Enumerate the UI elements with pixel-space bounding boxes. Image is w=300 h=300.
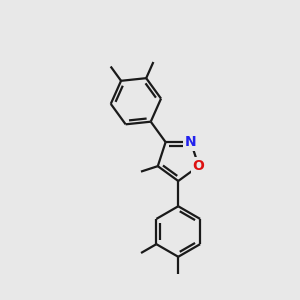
Text: N: N [185,135,197,149]
Text: O: O [193,159,205,173]
